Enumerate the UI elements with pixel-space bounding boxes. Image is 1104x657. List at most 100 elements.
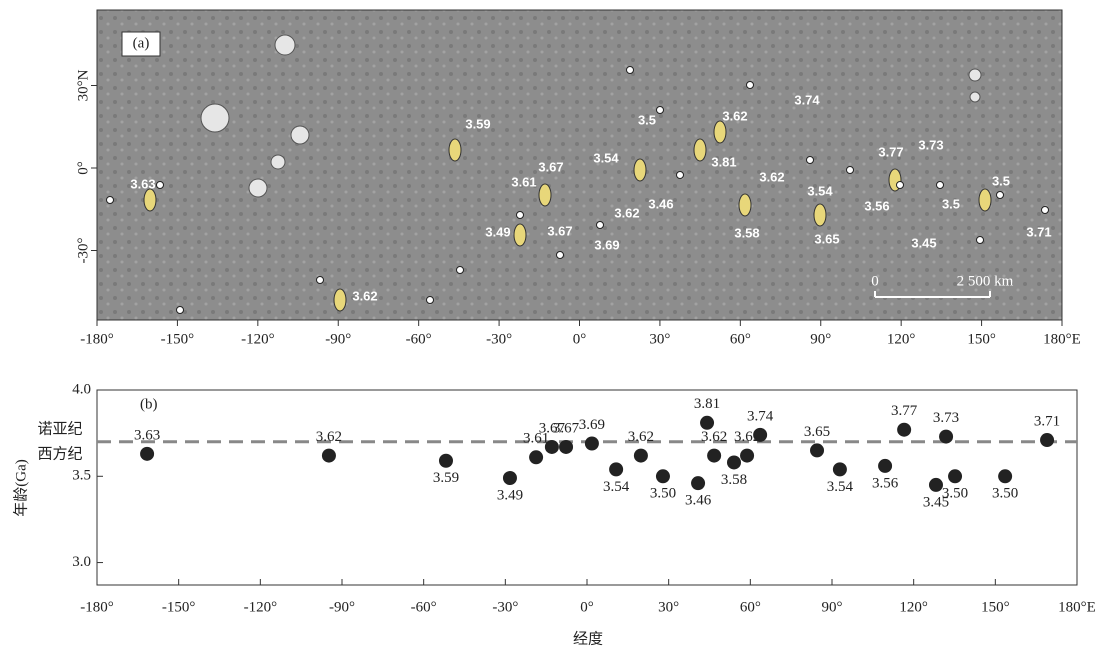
map-lon-label: -120°	[241, 331, 275, 347]
map-annotation: 3.54	[807, 183, 833, 198]
crater-dot	[746, 81, 754, 89]
data-label: 3.81	[694, 396, 720, 412]
data-label: 3.77	[891, 403, 918, 419]
data-label: 3.65	[804, 424, 830, 440]
crater-dot	[316, 276, 324, 284]
map-lon-label: -150°	[161, 331, 195, 347]
crater-dot	[676, 171, 684, 179]
map-lon-label: 150°	[967, 331, 996, 347]
map-annotation: 3.45	[911, 235, 936, 250]
x-tick-label: 180°E	[1058, 599, 1096, 615]
unit-outline	[538, 183, 552, 207]
map-annotation: 3.5	[992, 173, 1010, 188]
point	[438, 453, 453, 468]
map-annotation: 3.46	[648, 196, 673, 211]
data-label: 3.49	[497, 487, 523, 503]
map-annotation: 3.63	[130, 176, 155, 191]
crater-dot	[596, 221, 604, 229]
map-annotation: 3.62	[352, 288, 377, 303]
crater-dot	[656, 106, 664, 114]
map-lon-label: -90°	[325, 331, 351, 347]
crater-dot	[976, 236, 984, 244]
x-tick-label: -180°	[80, 599, 114, 615]
point	[928, 477, 943, 492]
point	[321, 448, 336, 463]
map-annotation: 3.77	[878, 144, 903, 159]
x-tick-label: -30°	[492, 599, 518, 615]
map-lon-label: 90°	[810, 331, 831, 347]
point	[140, 446, 155, 461]
boundary-label: 诺亚纪	[37, 420, 82, 437]
point	[897, 422, 912, 437]
unit-outline	[633, 158, 647, 182]
volcano	[248, 178, 268, 198]
map-annotation: 3.56	[864, 198, 889, 213]
point	[691, 476, 706, 491]
map-annotation: 3.73	[918, 137, 943, 152]
unit-outline	[978, 188, 992, 212]
x-tick-label: 60°	[740, 599, 761, 615]
point	[948, 469, 963, 484]
volcano	[968, 68, 982, 82]
volcano	[969, 91, 981, 103]
crater-dot	[936, 181, 944, 189]
data-label: 3.50	[650, 486, 676, 502]
map-lon-label: -30°	[486, 331, 512, 347]
map-annotation: 3.49	[485, 224, 510, 239]
point	[609, 462, 624, 477]
scale-bar-label: 2 500 km	[957, 273, 1014, 289]
data-label: 3.50	[992, 486, 1018, 502]
point	[700, 415, 715, 430]
map-annotation: 3.81	[711, 154, 736, 169]
point	[707, 448, 722, 463]
map-lon-label: 0°	[573, 331, 587, 347]
x-tick-label: -90°	[329, 599, 355, 615]
point	[1040, 433, 1055, 448]
point	[655, 469, 670, 484]
data-label: 3.74	[747, 408, 774, 424]
map-lat-label: -30°	[75, 238, 91, 264]
unit-outline	[813, 203, 827, 227]
crater-dot	[556, 251, 564, 259]
panel-label: (b)	[140, 396, 158, 412]
x-tick-label: 0°	[580, 599, 594, 615]
x-tick-label: -120°	[244, 599, 278, 615]
x-axis-title: 经度	[573, 630, 603, 647]
map-annotation: 3.59	[465, 116, 490, 131]
data-label: 3.62	[628, 429, 654, 445]
y-tick-label: 4.0	[72, 381, 91, 397]
map-annotation: 3.54	[593, 150, 619, 165]
volcano	[290, 125, 310, 145]
data-label: 3.61	[523, 431, 549, 447]
unit-outline	[448, 138, 462, 162]
volcano	[200, 103, 230, 133]
data-label: 3.69	[579, 417, 605, 433]
volcano	[274, 34, 296, 56]
boundary-label: 西方纪	[37, 445, 82, 462]
map-annotation: 3.62	[759, 169, 784, 184]
point	[753, 427, 768, 442]
point	[529, 450, 544, 465]
map-lon-label: 30°	[649, 331, 670, 347]
point	[502, 471, 517, 486]
data-label: 3.63	[134, 427, 160, 443]
map-lat-label: 0°	[75, 161, 91, 175]
point	[740, 448, 755, 463]
point	[584, 436, 599, 451]
crater-dot	[106, 196, 114, 204]
crater-dot	[156, 181, 164, 189]
crater-dot	[1041, 206, 1049, 214]
point	[878, 458, 893, 473]
point	[633, 448, 648, 463]
map-annotation: 3.71	[1026, 224, 1051, 239]
map-annotation: 3.61	[511, 174, 536, 189]
unit-outline	[143, 188, 157, 212]
y-axis-title: 年龄(Ga)	[12, 459, 29, 516]
data-label: 3.46	[685, 493, 712, 509]
data-label: 3.45	[923, 494, 949, 510]
map-lon-label: 60°	[730, 331, 751, 347]
y-tick-label: 3.5	[72, 468, 91, 484]
crater-dot	[846, 166, 854, 174]
data-label: 3.56	[872, 475, 899, 491]
